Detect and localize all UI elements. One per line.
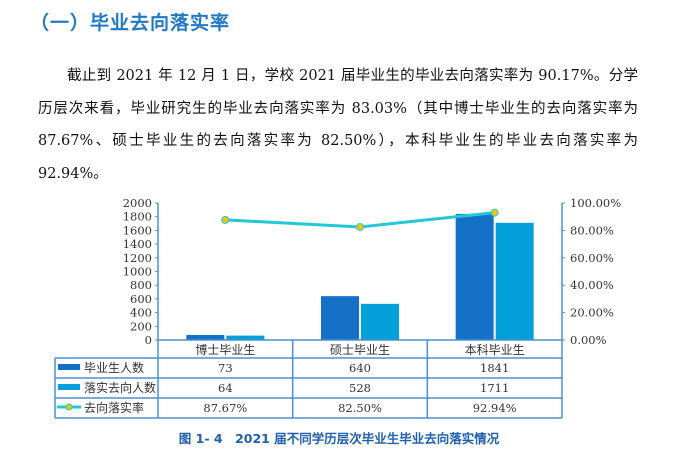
table-cell: 73	[218, 361, 233, 375]
category-label: 博士毕业生	[195, 342, 255, 357]
rate-marker	[490, 208, 499, 217]
left-tick-label: 600	[130, 292, 152, 306]
bar-graduates	[455, 213, 494, 340]
table-cell: 1711	[480, 381, 509, 395]
left-tick-label: 1800	[123, 210, 152, 224]
figure-caption: 图 1- 4 2021 届不同学历层次毕业生毕业去向落实情况	[178, 431, 500, 446]
right-tick-label: 80.00%	[570, 223, 614, 237]
left-tick-label: 400	[130, 306, 152, 320]
left-tick-label: 1000	[123, 265, 152, 279]
left-tick-label: 1400	[123, 237, 152, 251]
right-tick-label: 0.00%	[570, 333, 607, 347]
bar-graduates	[321, 296, 359, 340]
legend-label: 去向落实率	[84, 400, 144, 415]
right-tick-label: 20.00%	[570, 306, 614, 320]
table-cell: 528	[349, 381, 371, 395]
bar-placed	[495, 222, 534, 340]
table-cell: 82.50%	[338, 401, 382, 415]
right-tick-label: 100.00%	[570, 196, 621, 210]
left-tick-label: 800	[130, 278, 152, 292]
bar-placed	[361, 303, 399, 340]
left-tick-label: 2000	[123, 196, 152, 210]
table-cell: 92.94%	[473, 401, 517, 415]
rate-marker	[221, 215, 230, 224]
category-label: 本科毕业生	[465, 343, 525, 357]
body-paragraph: 截止到 2021 年 12 月 1 日，学校 2021 届毕业生的毕业去向落实率…	[38, 68, 638, 182]
right-tick-label: 40.00%	[570, 278, 614, 292]
rate-marker	[356, 222, 364, 231]
table-cell: 64	[218, 381, 233, 395]
left-tick-label: 0	[145, 333, 152, 347]
left-tick-label: 200	[130, 319, 152, 333]
left-tick-label: 1200	[123, 251, 152, 265]
table-cell: 1841	[480, 361, 509, 375]
right-tick-label: 60.00%	[570, 251, 614, 265]
legend-label: 毕业生人数	[84, 360, 144, 375]
category-label: 硕士毕业生	[330, 343, 390, 357]
table-cell: 640	[349, 361, 371, 375]
legend-key-1	[58, 384, 80, 390]
section-heading: （一）毕业去向落实率	[30, 12, 231, 34]
bar-graduates	[186, 334, 225, 340]
legend-key-0	[58, 364, 80, 370]
bar-placed	[226, 335, 265, 340]
left-tick-label: 1600	[123, 223, 152, 237]
legend-key-marker	[65, 403, 73, 411]
legend-label: 落实去向人数	[84, 380, 156, 395]
table-cell: 87.67%	[203, 401, 247, 415]
